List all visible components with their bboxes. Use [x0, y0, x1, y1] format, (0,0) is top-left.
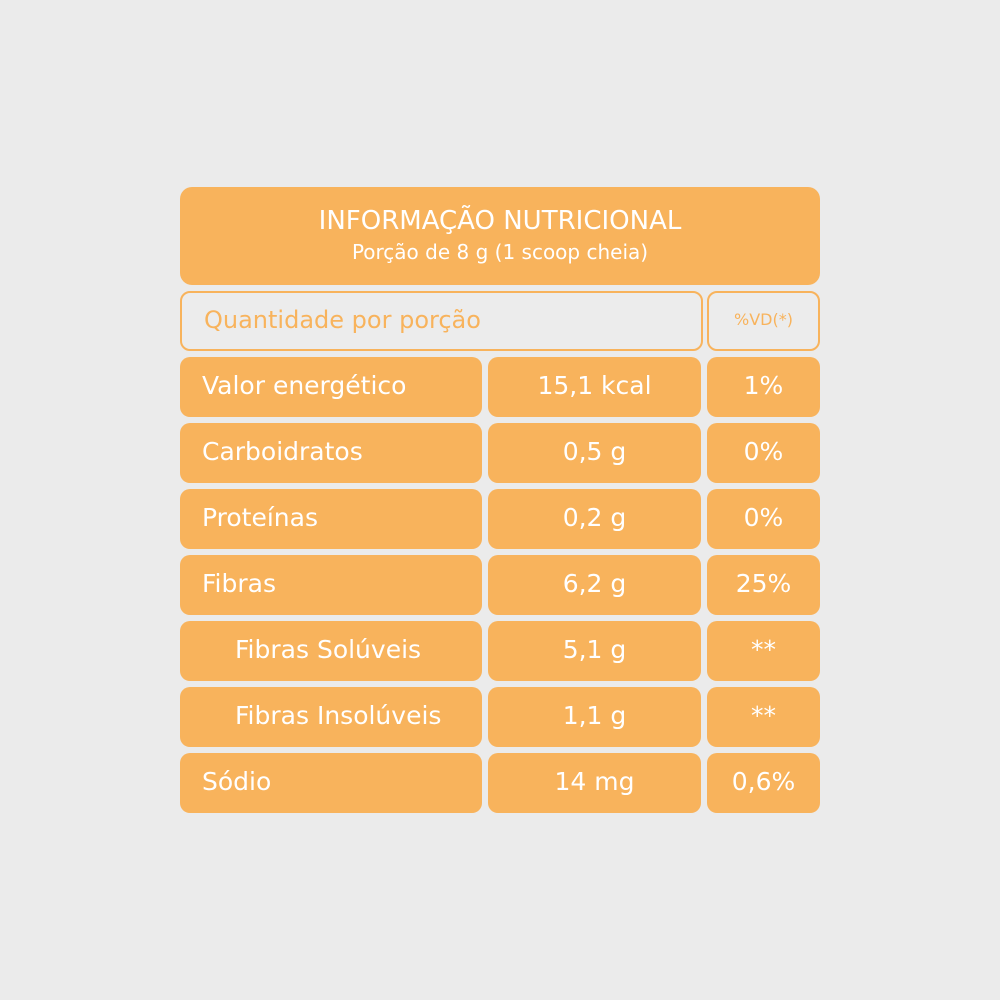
- nutrient-daily-value: 1%: [707, 357, 820, 417]
- quantity-per-serving-header: Quantidade por porção: [180, 291, 703, 351]
- nutrient-label: Sódio: [180, 753, 482, 813]
- nutrient-label: Proteínas: [180, 489, 482, 549]
- nutrient-amount: 1,1 g: [488, 687, 701, 747]
- table-header: INFORMAÇÃO NUTRICIONAL Porção de 8 g (1 …: [180, 187, 820, 285]
- nutrient-label: Fibras Solúveis: [180, 621, 482, 681]
- nutrient-amount: 0,2 g: [488, 489, 701, 549]
- nutrient-daily-value: 0%: [707, 423, 820, 483]
- nutrient-amount: 5,1 g: [488, 621, 701, 681]
- nutrient-label: Valor energético: [180, 357, 482, 417]
- nutrient-amount: 15,1 kcal: [488, 357, 701, 417]
- nutrient-daily-value: **: [707, 687, 820, 747]
- nutrient-daily-value: 25%: [707, 555, 820, 615]
- nutrient-label: Fibras Insolúveis: [180, 687, 482, 747]
- nutrient-amount: 6,2 g: [488, 555, 701, 615]
- nutrient-amount: 14 mg: [488, 753, 701, 813]
- daily-value-header: %VD(*): [707, 291, 820, 351]
- nutrient-label: Fibras: [180, 555, 482, 615]
- nutrient-amount: 0,5 g: [488, 423, 701, 483]
- nutrient-daily-value: **: [707, 621, 820, 681]
- nutrient-label: Carboidratos: [180, 423, 482, 483]
- table-title: INFORMAÇÃO NUTRICIONAL: [318, 206, 682, 236]
- nutrient-daily-value: 0%: [707, 489, 820, 549]
- serving-size: Porção de 8 g (1 scoop cheia): [351, 240, 649, 264]
- nutrient-daily-value: 0,6%: [707, 753, 820, 813]
